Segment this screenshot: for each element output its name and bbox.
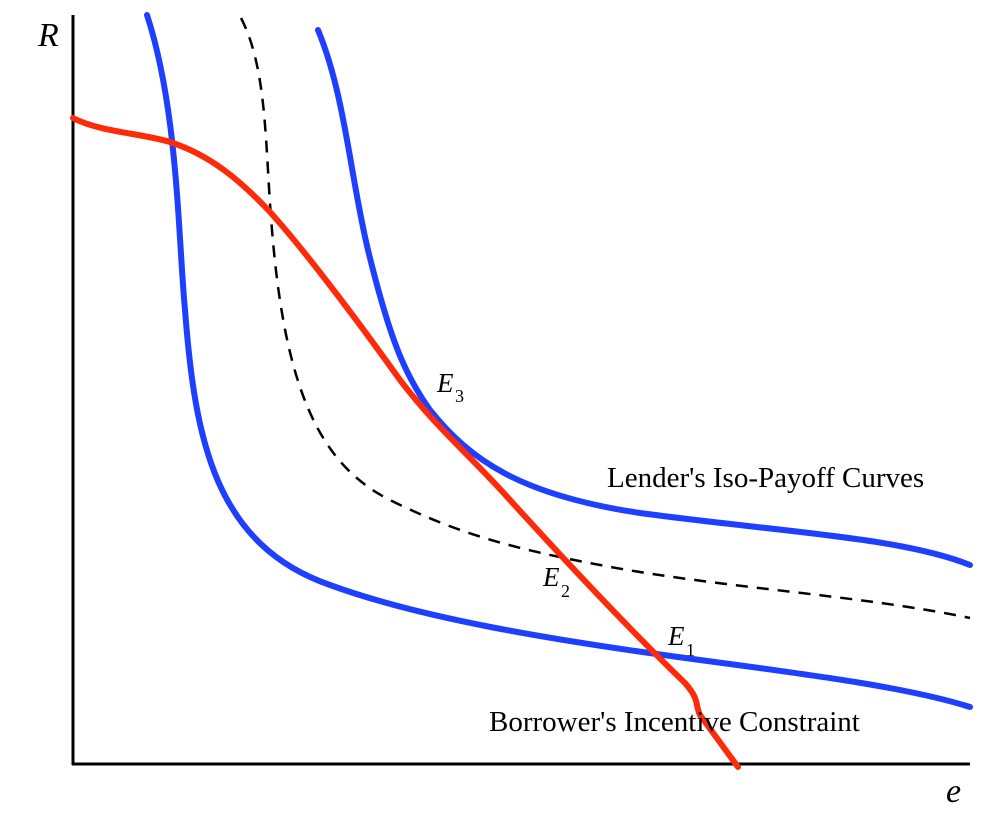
point-label-e2: E 2 (542, 562, 570, 601)
point-label-e3: E 3 (436, 368, 464, 406)
borrower-constraint-label: Borrower's Incentive Constraint (489, 706, 860, 738)
svg-text:E: E (667, 621, 685, 651)
svg-text:3: 3 (455, 386, 464, 406)
borrower-incentive-constraint (70, 115, 741, 770)
iso-payoff-curve-high (315, 27, 973, 568)
svg-text:E: E (542, 562, 560, 592)
lender-curves-label: Lender's Iso-Payoff Curves (607, 462, 924, 494)
iso-payoff-curve-dashed (239, 17, 971, 620)
svg-text:2: 2 (561, 581, 570, 601)
point-label-e1: E 1 (667, 621, 695, 660)
svg-text:1: 1 (686, 640, 695, 660)
svg-text:E: E (436, 368, 454, 398)
x-axis-label: e (946, 773, 961, 810)
iso-payoff-curve-low (144, 12, 973, 710)
y-axis-label: R (37, 17, 59, 54)
